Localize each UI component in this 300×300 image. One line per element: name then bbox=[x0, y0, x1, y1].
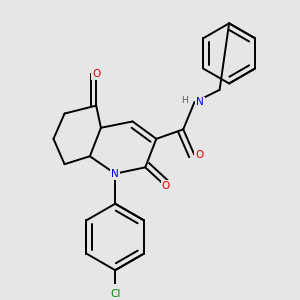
Text: O: O bbox=[162, 181, 170, 191]
Text: Cl: Cl bbox=[110, 289, 120, 299]
Text: O: O bbox=[195, 150, 203, 160]
Text: O: O bbox=[92, 69, 100, 79]
Text: N: N bbox=[196, 98, 204, 107]
Text: N: N bbox=[111, 169, 119, 179]
Text: H: H bbox=[182, 96, 188, 105]
